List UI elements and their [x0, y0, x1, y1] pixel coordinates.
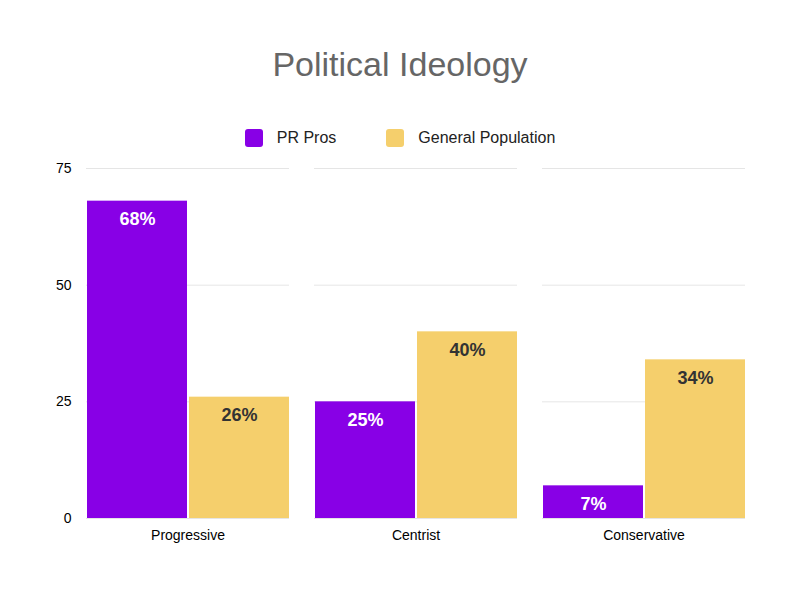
svg-text:50: 50	[56, 277, 72, 293]
svg-text:Progressive: Progressive	[151, 527, 225, 543]
svg-text:25%: 25%	[347, 410, 383, 430]
svg-text:34%: 34%	[677, 368, 713, 388]
svg-text:25: 25	[56, 393, 72, 409]
html-text:General Population: General Population	[418, 129, 556, 146]
svg-text:68%: 68%	[119, 209, 155, 229]
svg-text:Centrist: Centrist	[392, 527, 440, 543]
html-text:Political Ideology: Political Ideology	[272, 45, 528, 83]
svg-text:26%: 26%	[221, 405, 257, 425]
svg-text:Conservative: Conservative	[603, 527, 685, 543]
html-text:PR Pros: PR Pros	[276, 129, 337, 146]
svg-text:7%: 7%	[580, 494, 606, 514]
svg-text:75: 75	[56, 160, 72, 176]
svg-text:40%: 40%	[449, 340, 485, 360]
svg-text:0: 0	[64, 510, 72, 526]
